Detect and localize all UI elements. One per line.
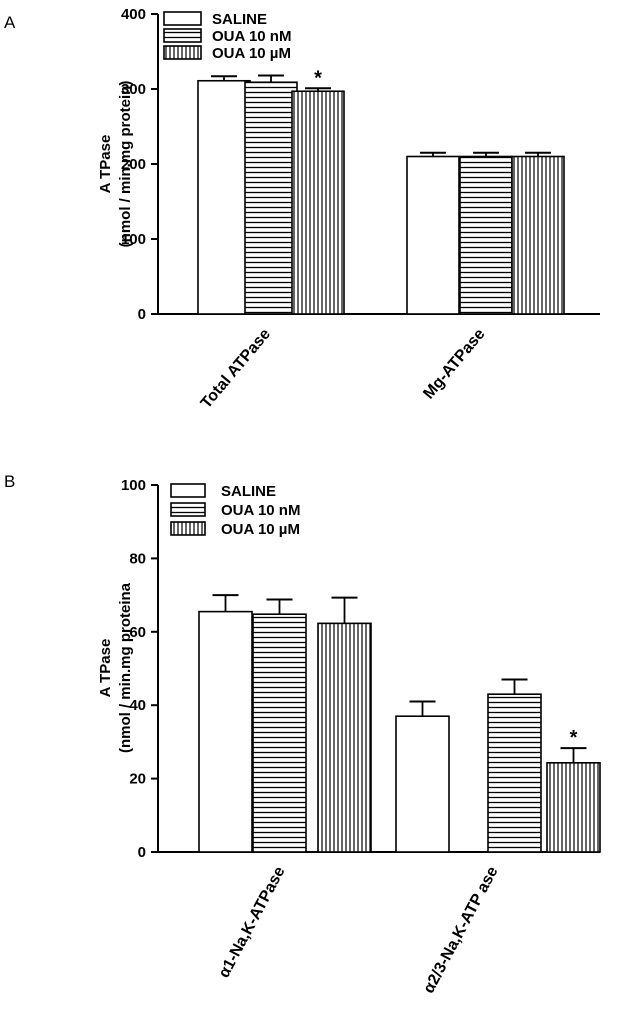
bar	[252, 613, 307, 853]
bar	[546, 762, 601, 853]
category-label: Mg-ATPase	[420, 326, 488, 403]
legend-label: SALINE	[221, 483, 276, 500]
y-axis-label: (nmol / min.mg proteina	[117, 582, 134, 753]
legend-swatch	[170, 502, 206, 517]
y-tick-label: 200	[121, 156, 146, 173]
legend-swatch	[170, 483, 206, 498]
panel-label: B	[4, 472, 15, 491]
y-tick-label: 400	[121, 6, 146, 23]
category-label: Total ATPase	[198, 326, 274, 412]
y-tick-label: 20	[129, 771, 146, 788]
y-axis-label: (nmol / min.mg protein)	[117, 81, 134, 248]
category-label: α1-Na,K-ATPase	[216, 864, 289, 981]
bar	[291, 90, 345, 315]
legend-swatch	[163, 11, 202, 26]
legend-label: OUA 10 nM	[221, 502, 300, 519]
y-axis-label: A TPase	[97, 639, 114, 698]
bar	[406, 155, 460, 315]
legend-label: SALINE	[212, 11, 267, 28]
y-tick-label: 80	[129, 550, 146, 567]
legend-label: OUA 10 µM	[212, 45, 291, 62]
y-tick-label: 0	[138, 844, 146, 861]
y-tick-label: 40	[129, 697, 146, 714]
bar	[244, 81, 298, 315]
bar	[198, 610, 253, 853]
bar	[487, 693, 542, 853]
bar	[511, 155, 565, 315]
bar	[317, 622, 372, 853]
y-tick-label: 300	[121, 81, 146, 98]
legend-label: OUA 10 µM	[221, 521, 300, 538]
legend-swatch	[170, 521, 206, 536]
bar	[197, 79, 251, 315]
bar	[459, 155, 513, 315]
legend-swatch	[163, 28, 202, 43]
y-tick-label: 100	[121, 477, 146, 494]
panel-b: B A TPase (nmol / min.mg proteina 0 20 40 60 80…	[4, 472, 601, 996]
category-label: α2/3-Na,K-ATP ase	[420, 864, 501, 996]
y-tick-label: 60	[129, 624, 146, 641]
y-axis-label: A TPase	[97, 135, 114, 194]
y-tick-label: 0	[138, 306, 146, 323]
y-tick-label: 100	[121, 231, 146, 248]
panel-a: A A TPase (nmol / min.mg protein) 0 100 200 30…	[4, 6, 600, 412]
significance-marker: *	[570, 727, 578, 749]
significance-marker: *	[314, 67, 322, 89]
legend-label: OUA 10 nM	[212, 28, 291, 45]
bar	[395, 715, 450, 853]
panel-label: A	[4, 13, 16, 32]
legend-swatch	[163, 45, 202, 60]
